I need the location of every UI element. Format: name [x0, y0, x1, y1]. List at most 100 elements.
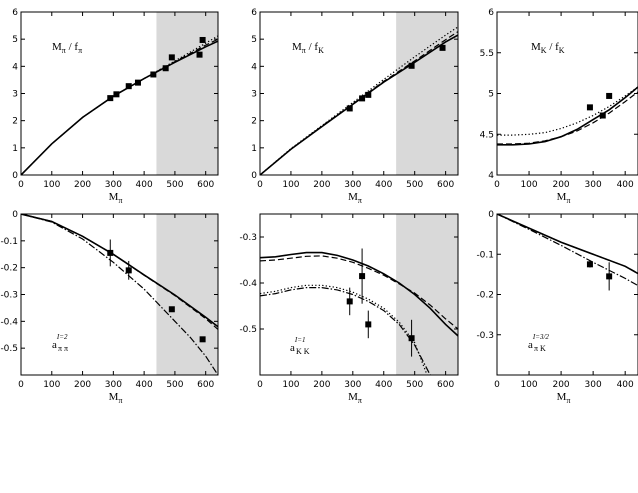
- x-tick-label: 0: [494, 180, 500, 190]
- shaded-region: [156, 214, 218, 375]
- series-line-dotted: [497, 86, 638, 136]
- series-group: [497, 86, 638, 146]
- y-tick-label: 6: [251, 8, 257, 18]
- data-point: [359, 273, 366, 280]
- data-point: [599, 112, 606, 119]
- y-tick-label: 5: [12, 35, 18, 45]
- data-point: [365, 91, 372, 98]
- x-tick-label: 600: [437, 180, 454, 190]
- y-tick-label: 3: [12, 90, 18, 100]
- chart-panel-4: 0 100 200 300 400 500 600 0 -0.1 -0.2 -0.3 -0.4 -0.5…: [0, 210, 219, 405]
- x-tick-label: 400: [136, 380, 153, 390]
- y-tick-label: 4.5: [480, 130, 494, 140]
- data-point: [586, 261, 593, 268]
- data-point: [107, 249, 114, 256]
- chart-panel-2: 0 100 200 300 400 500 600 0 1 2 3 4 5 6 Mπ Mπ / fK: [251, 8, 459, 205]
- x-axis-label: Mπ: [557, 391, 571, 405]
- data-point: [196, 51, 203, 58]
- y-tick-label: 0: [12, 210, 18, 220]
- y-tick-label: -0.5: [0, 344, 18, 354]
- y-tick-label: -0.4: [239, 279, 257, 289]
- panel-title: Mπ / fπ: [52, 41, 82, 55]
- series-line-dashed: [497, 91, 638, 145]
- chart-panel-3: 0 100 200 300 400 4 4.5 5 5.5 6 Mπ MK / fK: [480, 8, 638, 205]
- y-tick-label: -0.2: [476, 291, 494, 301]
- series-group: [497, 214, 638, 287]
- y-tick-label: -0.3: [0, 291, 18, 301]
- x-tick-label: 600: [197, 380, 214, 390]
- data-point: [168, 54, 175, 61]
- y-tick-label: -0.5: [239, 325, 257, 335]
- x-tick-label: 0: [257, 180, 263, 190]
- data-point: [606, 92, 613, 99]
- chart-panel-1: 0 100 200 300 400 500 600 0 1 2 3 4 5 6 Mπ Mπ / fπ: [12, 8, 219, 205]
- panel-title: MK / fK: [531, 41, 565, 55]
- chart-panel-6: 0 100 200 300 400 0 -0.1 -0.2 -0.3 Mπ aI=3/2 π K: [476, 210, 638, 405]
- data-point: [162, 65, 169, 72]
- y-tick-label: -0.2: [0, 264, 18, 274]
- y-tick-label: 0: [488, 210, 494, 220]
- y-tick-label: 3: [251, 90, 257, 100]
- series-line-dashed: [497, 214, 638, 274]
- panel-title: Mπ / fK: [292, 41, 324, 55]
- y-tick-label: 0: [12, 171, 18, 181]
- x-tick-label: 100: [282, 180, 299, 190]
- x-tick-label: 300: [344, 380, 361, 390]
- x-tick-label: 400: [136, 180, 153, 190]
- shaded-region: [396, 12, 458, 175]
- x-tick-label: 300: [585, 180, 602, 190]
- x-tick-label: 500: [406, 380, 423, 390]
- chart-panel-5: 0 100 200 300 400 500 600 -0.3 -0.4 -0.5 Mπ aI=1 K K: [239, 213, 459, 405]
- data-point: [408, 335, 415, 342]
- y-tick-label: 6: [12, 8, 18, 18]
- data-point: [346, 298, 353, 305]
- shaded-region: [156, 12, 218, 175]
- x-axis-label: Mπ: [348, 391, 362, 405]
- data-point: [125, 83, 132, 90]
- x-tick-label: 300: [105, 180, 122, 190]
- series-line-dashdot: [497, 214, 638, 287]
- series-line-dashdot: [260, 287, 431, 375]
- x-tick-label: 300: [105, 380, 122, 390]
- series-line-dashed: [260, 255, 458, 330]
- scattering-length-label: aI=3/2 π K: [528, 333, 549, 353]
- data-point: [125, 267, 132, 274]
- x-tick-label: 400: [375, 380, 392, 390]
- x-tick-label: 100: [43, 180, 60, 190]
- series-line-solid: [497, 86, 638, 146]
- scattering-length-label: aI=2 π π: [52, 333, 68, 353]
- data-point: [199, 336, 206, 343]
- series-group: [260, 251, 458, 375]
- y-tick-label: 5: [251, 35, 257, 45]
- data-point: [168, 306, 175, 313]
- x-tick-label: 200: [74, 380, 91, 390]
- y-tick-label: 4: [488, 171, 494, 181]
- y-tick-label: -0.1: [476, 250, 494, 260]
- x-tick-label: 600: [437, 380, 454, 390]
- y-tick-label: 1: [251, 144, 257, 154]
- x-tick-label: 0: [18, 380, 24, 390]
- x-tick-label: 500: [406, 180, 423, 190]
- y-tick-label: 4: [12, 62, 18, 72]
- x-tick-label: 200: [552, 380, 569, 390]
- x-axis-label: Mπ: [109, 391, 123, 405]
- x-tick-label: 0: [494, 380, 500, 390]
- x-tick-label: 0: [257, 380, 263, 390]
- series-line-solid: [260, 251, 458, 337]
- x-tick-label: 500: [166, 180, 183, 190]
- data-point: [586, 104, 593, 111]
- x-tick-label: 100: [43, 380, 60, 390]
- data-point: [199, 36, 206, 43]
- shaded-region: [396, 214, 458, 375]
- x-tick-label: 200: [552, 180, 569, 190]
- y-tick-label: 1: [12, 144, 18, 154]
- data-point: [439, 44, 446, 51]
- x-axis-label: Mπ: [557, 191, 571, 205]
- series-line-dotted: [260, 284, 428, 375]
- y-tick-label: 6: [488, 8, 494, 18]
- x-tick-label: 600: [197, 180, 214, 190]
- data-point: [150, 71, 157, 78]
- data-point: [359, 95, 366, 102]
- y-tick-label: 4: [251, 62, 257, 72]
